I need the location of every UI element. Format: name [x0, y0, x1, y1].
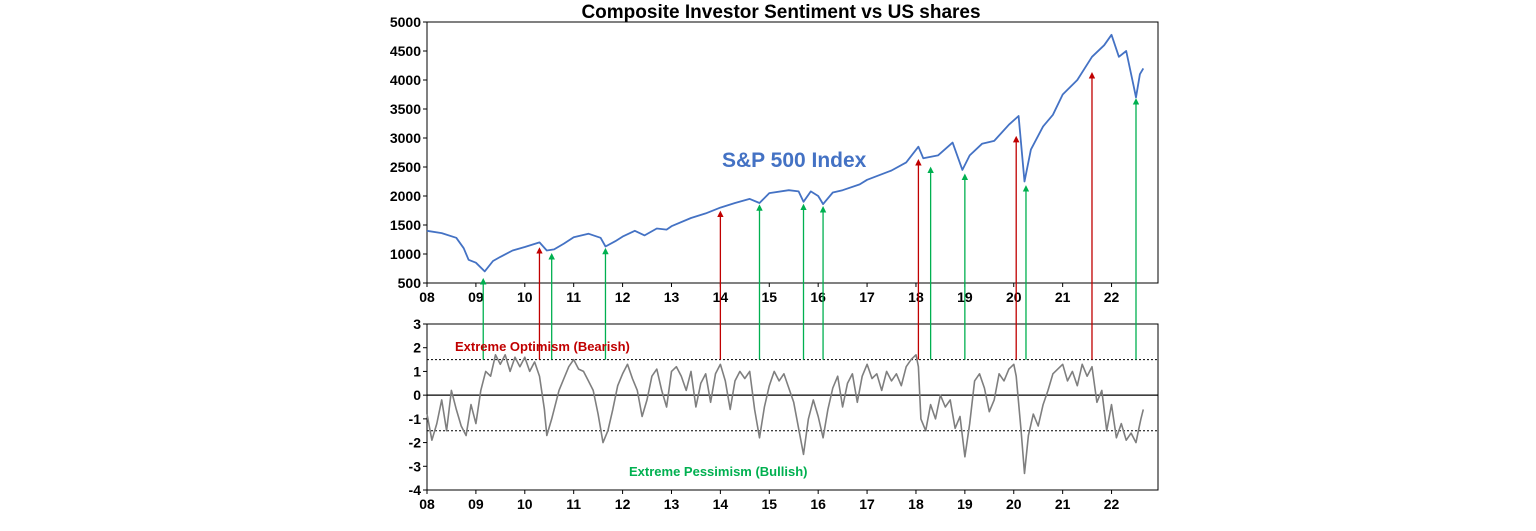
x-tick-label: 17: [859, 289, 875, 305]
x-tick-label: 12: [615, 496, 631, 512]
x-tick-label: 16: [810, 496, 826, 512]
x-tick-label: 10: [517, 496, 533, 512]
x-tick-label: 14: [713, 496, 729, 512]
top-y-tick-label: 5000: [390, 14, 421, 30]
x-tick-label: 13: [664, 496, 680, 512]
x-tick-label: 13: [664, 289, 680, 305]
x-tick-label: 21: [1055, 496, 1071, 512]
x-tick-label: 21: [1055, 289, 1071, 305]
signal-arrows: [479, 72, 1140, 360]
bottom-y-tick-label: 0: [413, 387, 421, 403]
x-tick-label: 20: [1006, 289, 1022, 305]
x-tick-label: 18: [908, 289, 924, 305]
x-tick-label: 19: [957, 496, 973, 512]
bottom-y-tick-label: 3: [413, 316, 421, 332]
x-tick-label: 15: [761, 496, 777, 512]
x-tick-label: 12: [615, 289, 631, 305]
bottom-y-tick-label: -1: [409, 411, 422, 427]
optimism-label: Extreme Optimism (Bearish): [455, 339, 630, 354]
bottom-y-tick-label: -4: [409, 482, 422, 498]
x-tick-label: 09: [468, 496, 484, 512]
top-y-tick-label: 3500: [390, 101, 421, 117]
x-tick-label: 15: [761, 289, 777, 305]
x-tick-label: 18: [908, 496, 924, 512]
sp500-panel: 500 1000 1500 2000 2500 3000 3500 4000 4500 5000 0…: [390, 14, 1159, 305]
bottom-y-tick-label: -3: [409, 458, 422, 474]
x-tick-label: 09: [468, 289, 484, 305]
x-tick-label: 08: [419, 496, 435, 512]
sentiment-line: [426, 353, 1145, 475]
chart-title: Composite Investor Sentiment vs US share…: [581, 2, 981, 23]
top-plot-frame: [426, 21, 1159, 284]
top-y-tick-label: 500: [398, 275, 422, 291]
top-y-tick-label: 2500: [390, 159, 421, 175]
bottom-y-tick-label: 1: [413, 363, 421, 379]
top-y-tick-label: 1500: [390, 217, 421, 233]
bottom-plot-frame: [426, 323, 1159, 491]
sp500-label: S&P 500 Index: [722, 149, 867, 172]
x-tick-label: 22: [1104, 289, 1120, 305]
top-y-tick-label: 4500: [390, 43, 421, 59]
top-y-tick-label: 4000: [390, 72, 421, 88]
x-tick-label: 11: [566, 289, 581, 305]
bottom-y-tick-label: -2: [409, 435, 422, 451]
x-tick-label: 10: [517, 289, 533, 305]
top-y-tick-label: 2000: [390, 188, 421, 204]
top-y-tick-label: 1000: [390, 246, 421, 262]
x-tick-label: 20: [1006, 496, 1022, 512]
sp500-line: [426, 33, 1145, 273]
x-tick-label: 16: [810, 289, 826, 305]
x-tick-label: 08: [419, 289, 435, 305]
pessimism-label: Extreme Pessimism (Bullish): [629, 464, 807, 479]
bottom-y-tick-label: 2: [413, 340, 421, 356]
chart-annotations: S&P 500 Index Extreme Optimism (Bearish)…: [455, 149, 867, 479]
x-tick-label: 22: [1104, 496, 1120, 512]
x-tick-label: 17: [859, 496, 875, 512]
x-tick-label: 11: [566, 496, 581, 512]
top-y-tick-label: 3000: [390, 130, 421, 146]
